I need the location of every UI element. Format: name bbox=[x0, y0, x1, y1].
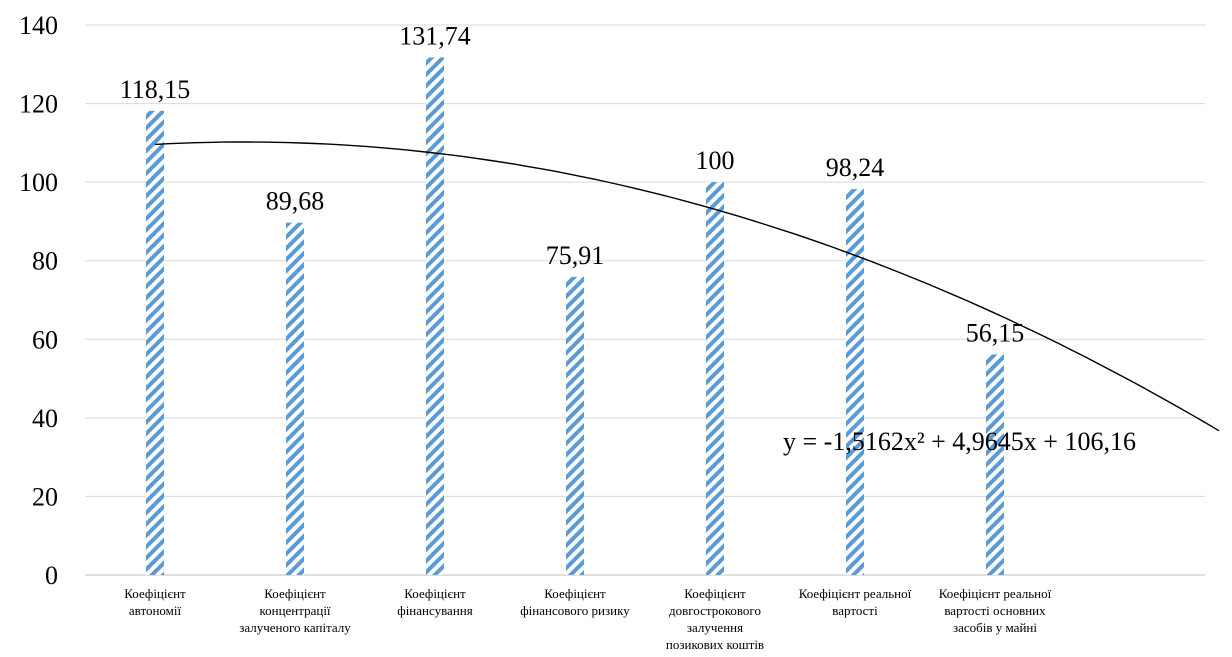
gridlines bbox=[85, 24, 1205, 576]
y-axis: 0 20 40 60 80 100 120 140 bbox=[19, 11, 58, 590]
y-tick-label: 140 bbox=[19, 11, 58, 40]
y-tick-label: 120 bbox=[19, 90, 58, 119]
category-label-line: автономії bbox=[129, 603, 182, 618]
category-label-line: фінансування bbox=[397, 603, 472, 618]
y-tick-label: 80 bbox=[32, 247, 58, 276]
data-label: 98,24 bbox=[826, 153, 885, 182]
data-labels: 118,15 89,68 131,74 75,91 100 98,24 56,15 bbox=[120, 21, 1025, 347]
category-label-line: вартості bbox=[832, 603, 878, 618]
category-label-line: вартості основних bbox=[944, 603, 1046, 618]
bar bbox=[566, 276, 584, 575]
bar bbox=[286, 222, 304, 575]
y-tick-label: 40 bbox=[32, 404, 58, 433]
data-label: 100 bbox=[696, 146, 735, 175]
y-tick-label: 60 bbox=[32, 325, 58, 354]
bar bbox=[706, 182, 724, 575]
data-label: 56,15 bbox=[966, 318, 1025, 347]
category-label-line: Коефіцієнт bbox=[404, 586, 466, 601]
category-label: Коефіцієнт довгострокового залучення позико… bbox=[666, 586, 764, 652]
data-label: 118,15 bbox=[120, 75, 191, 104]
category-label-line: фінансового ризику bbox=[520, 603, 630, 618]
y-tick-label: 100 bbox=[19, 168, 58, 197]
category-label: Коефіцієнт реальної вартості основних засо… bbox=[939, 586, 1052, 635]
data-label: 89,68 bbox=[266, 187, 325, 216]
category-label-line: Коефіцієнт bbox=[264, 586, 326, 601]
x-axis-categories: Коефіцієнт автономії Коефіцієнт концентраці… bbox=[124, 586, 1051, 652]
y-tick-label: 20 bbox=[32, 482, 58, 511]
category-label: Коефіцієнт автономії bbox=[124, 586, 186, 618]
trendline-curve bbox=[154, 141, 1220, 432]
bar bbox=[146, 110, 164, 575]
category-label-line: Коефіцієнт реальної bbox=[799, 586, 912, 601]
category-label: Коефіцієнт концентрації залученого капітал… bbox=[239, 586, 351, 635]
category-label-line: засобів у майні bbox=[953, 620, 1037, 635]
category-label: Коефіцієнт фінансового ризику bbox=[520, 586, 630, 618]
category-label-line: довгострокового bbox=[669, 603, 761, 618]
category-label: Коефіцієнт фінансування bbox=[397, 586, 472, 618]
y-tick-label: 0 bbox=[45, 561, 58, 590]
bars bbox=[146, 57, 1004, 576]
category-label-line: Коефіцієнт реальної bbox=[939, 586, 1052, 601]
data-label: 131,74 bbox=[399, 21, 471, 50]
data-label: 75,91 bbox=[546, 241, 605, 270]
trendline: y = -1,5162x² + 4,9645x + 106,16 bbox=[154, 141, 1220, 456]
category-label-line: Коефіцієнт bbox=[124, 586, 186, 601]
category-label-line: концентрації bbox=[259, 603, 330, 618]
category-label-line: позикових коштів bbox=[666, 637, 764, 652]
category-label-line: залученого капіталу bbox=[239, 620, 351, 635]
bar bbox=[846, 189, 864, 576]
category-label-line: Коефіцієнт bbox=[544, 586, 606, 601]
bar bbox=[426, 57, 444, 575]
category-label-line: Коефіцієнт bbox=[684, 586, 746, 601]
bar bbox=[986, 354, 1004, 575]
category-label-line: залучення bbox=[687, 620, 743, 635]
trendline-equation: y = -1,5162x² + 4,9645x + 106,16 bbox=[783, 427, 1136, 456]
category-label: Коефіцієнт реальної вартості bbox=[799, 586, 912, 618]
